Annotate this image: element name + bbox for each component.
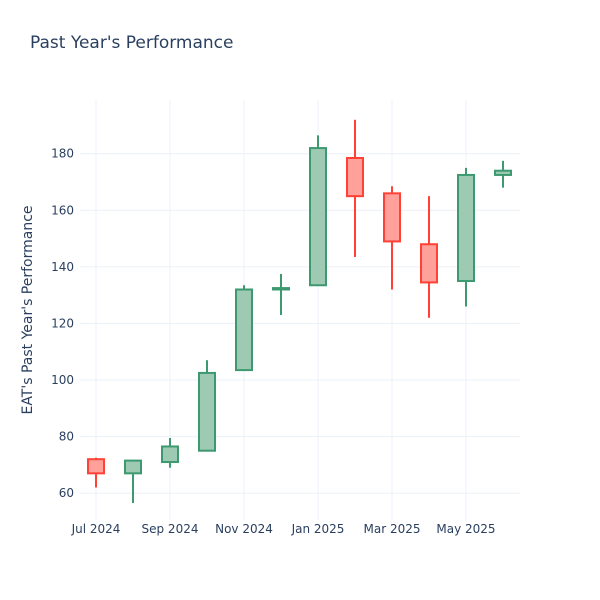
- tick-layer: 60 80 100 120 140 160 180 Jul 2024 Sep 2024 Nov 2…: [51, 147, 495, 536]
- x-tick-label: Mar 2025: [364, 522, 421, 536]
- candle-increasing: [198, 360, 216, 452]
- candle-body: [457, 173, 475, 283]
- candle-layer: [87, 119, 512, 504]
- candle-increasing: [124, 459, 142, 504]
- candle-decreasing: [420, 196, 438, 318]
- y-axis-title: EAT's Past Year's Performance: [20, 205, 36, 414]
- candle-body: [124, 459, 142, 475]
- y-tick-label: 80: [59, 430, 74, 444]
- grid-layer: [80, 100, 520, 520]
- candle-body: [87, 458, 105, 475]
- x-tick-label: May 2025: [436, 522, 495, 536]
- candle-body: [309, 147, 327, 287]
- y-tick-label: 160: [51, 203, 74, 217]
- x-tick-label: Nov 2024: [215, 522, 273, 536]
- candle-increasing: [235, 285, 253, 372]
- candle-body: [198, 371, 216, 452]
- candle-body: [272, 287, 290, 291]
- candle-body: [161, 445, 179, 464]
- x-tick-label: Sep 2024: [142, 522, 199, 536]
- y-tick-label: 60: [59, 486, 74, 500]
- candle-increasing: [272, 273, 290, 315]
- candle-decreasing: [87, 457, 105, 488]
- candle-decreasing: [346, 119, 364, 257]
- candle-body: [420, 243, 438, 284]
- x-tick-label: Jul 2024: [71, 522, 121, 536]
- candle-body: [383, 192, 401, 243]
- candle-increasing: [309, 135, 327, 287]
- candle-increasing: [161, 437, 179, 468]
- candle-increasing: [457, 167, 475, 307]
- candle-body: [346, 156, 364, 198]
- y-tick-label: 180: [51, 147, 74, 161]
- candle-decreasing: [383, 186, 401, 290]
- y-tick-label: 120: [51, 316, 74, 330]
- y-tick-label: 140: [51, 260, 74, 274]
- candle-increasing: [494, 160, 512, 188]
- candle-body: [235, 288, 253, 372]
- chart-title: Past Year's Performance: [30, 33, 234, 53]
- candle-body: [494, 169, 512, 176]
- y-tick-label: 100: [51, 373, 74, 387]
- x-tick-label: Jan 2025: [291, 522, 345, 536]
